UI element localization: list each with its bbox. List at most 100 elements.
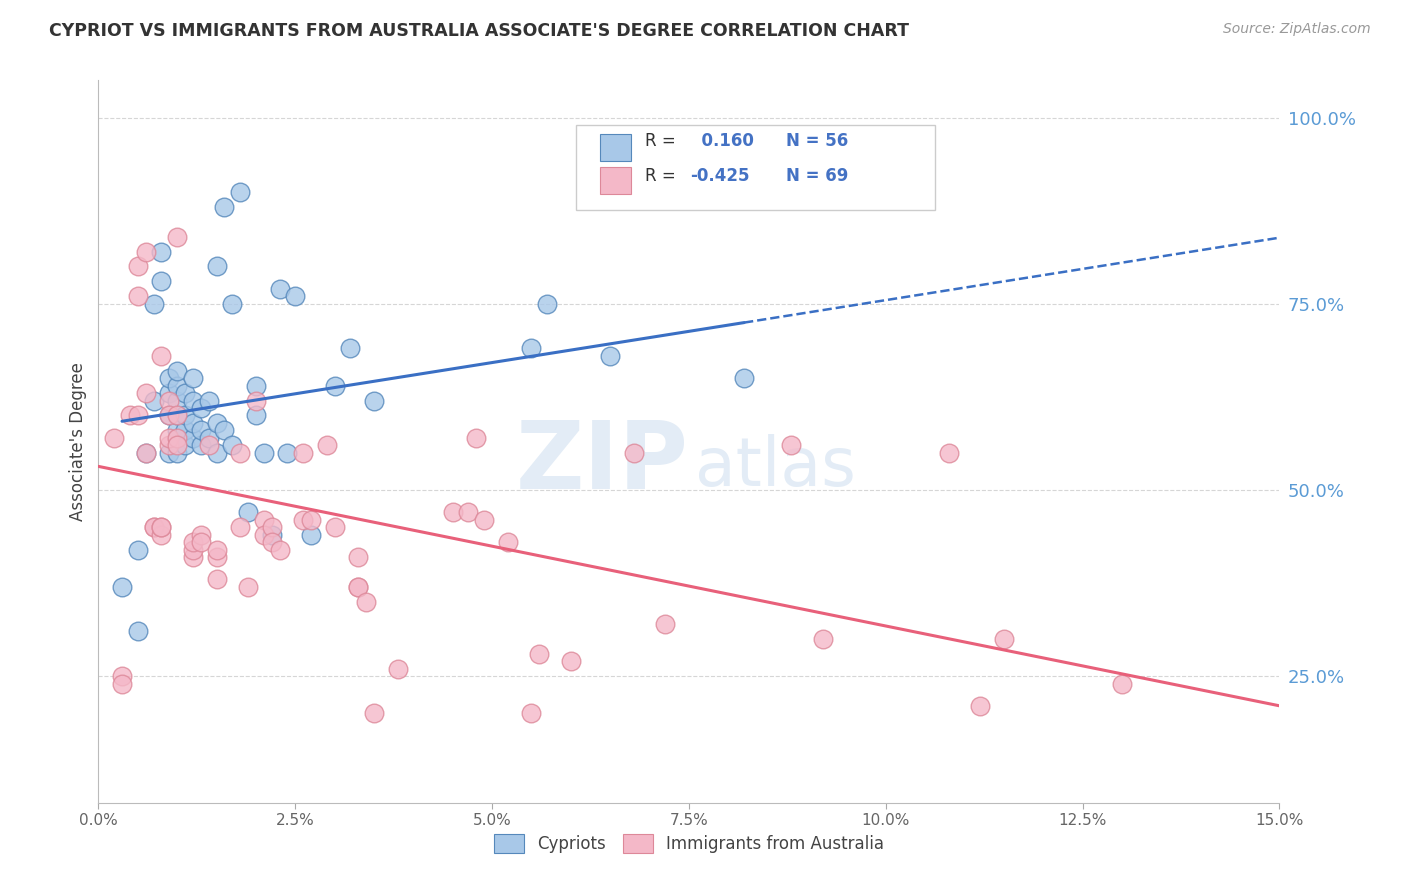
Point (284, 289, 307, 303)
Point (157, 409, 180, 423)
Point (190, 527, 212, 541)
Point (529, 647, 551, 661)
Point (205, 572, 228, 586)
Point (520, 706, 543, 721)
Legend: Cypriots, Immigrants from Australia: Cypriots, Immigrants from Australia (488, 827, 890, 860)
Point (174, 423, 197, 437)
Text: R =: R = (645, 167, 682, 185)
Point (253, 513, 276, 527)
Point (174, 386, 197, 401)
Point (135, 446, 157, 460)
Point (127, 260, 149, 274)
Point (135, 446, 157, 460)
Point (166, 409, 188, 423)
Point (221, 297, 243, 311)
Point (496, 535, 519, 549)
Point (157, 438, 180, 452)
Point (315, 438, 337, 452)
Point (190, 535, 212, 549)
Point (174, 409, 197, 423)
Point (157, 409, 180, 423)
Point (229, 185, 252, 199)
Point (150, 244, 173, 259)
Point (253, 446, 276, 460)
Point (269, 542, 291, 557)
Point (166, 393, 188, 408)
Point (811, 632, 834, 646)
Point (166, 378, 188, 392)
Point (166, 364, 188, 378)
Point (260, 520, 283, 534)
Point (103, 431, 125, 445)
Point (269, 282, 291, 296)
Point (197, 393, 219, 408)
Point (292, 446, 315, 460)
Point (260, 527, 283, 541)
Point (339, 342, 361, 356)
Point (299, 527, 322, 541)
Point (181, 416, 204, 430)
Point (733, 371, 755, 385)
Point (560, 654, 582, 668)
Point (142, 393, 165, 408)
Point (205, 260, 228, 274)
Point (127, 409, 149, 423)
Point (118, 409, 141, 423)
Point (347, 549, 370, 564)
Point (150, 349, 173, 363)
Point (127, 289, 149, 303)
Text: 0.160: 0.160 (690, 132, 754, 150)
Point (472, 513, 495, 527)
Point (190, 438, 212, 452)
Point (166, 229, 188, 244)
Text: Source: ZipAtlas.com: Source: ZipAtlas.com (1223, 22, 1371, 37)
Point (323, 378, 346, 392)
Point (441, 505, 464, 519)
Point (157, 386, 180, 401)
Point (299, 513, 322, 527)
Point (260, 535, 283, 549)
Text: ZIP: ZIP (516, 417, 689, 509)
Point (190, 423, 212, 437)
Point (276, 446, 298, 460)
Point (221, 438, 243, 452)
Text: N = 69: N = 69 (786, 167, 848, 185)
Point (536, 297, 558, 311)
Point (127, 624, 149, 639)
Point (150, 274, 173, 288)
Point (347, 580, 370, 594)
Point (181, 371, 204, 385)
Text: N = 56: N = 56 (786, 132, 848, 150)
Text: atlas: atlas (695, 434, 856, 500)
Point (181, 393, 204, 408)
Point (135, 244, 157, 259)
Point (323, 520, 346, 534)
Point (599, 349, 621, 363)
Point (150, 520, 173, 534)
Point (780, 438, 803, 452)
Point (166, 431, 188, 445)
Point (174, 438, 197, 452)
Text: -0.425: -0.425 (690, 167, 749, 185)
Point (457, 505, 479, 519)
Point (253, 527, 276, 541)
Point (214, 200, 236, 214)
Point (205, 416, 228, 430)
Point (229, 520, 252, 534)
Point (166, 409, 188, 423)
Point (623, 446, 645, 460)
Point (520, 342, 543, 356)
Point (142, 520, 165, 534)
Point (205, 542, 228, 557)
Point (127, 542, 149, 557)
Point (111, 580, 134, 594)
Point (166, 423, 188, 437)
Point (150, 520, 173, 534)
Point (969, 698, 991, 713)
Point (181, 549, 204, 564)
Point (1111, 676, 1133, 690)
Text: R =: R = (645, 132, 682, 150)
Point (354, 595, 377, 609)
Point (166, 438, 188, 452)
Point (190, 401, 212, 415)
